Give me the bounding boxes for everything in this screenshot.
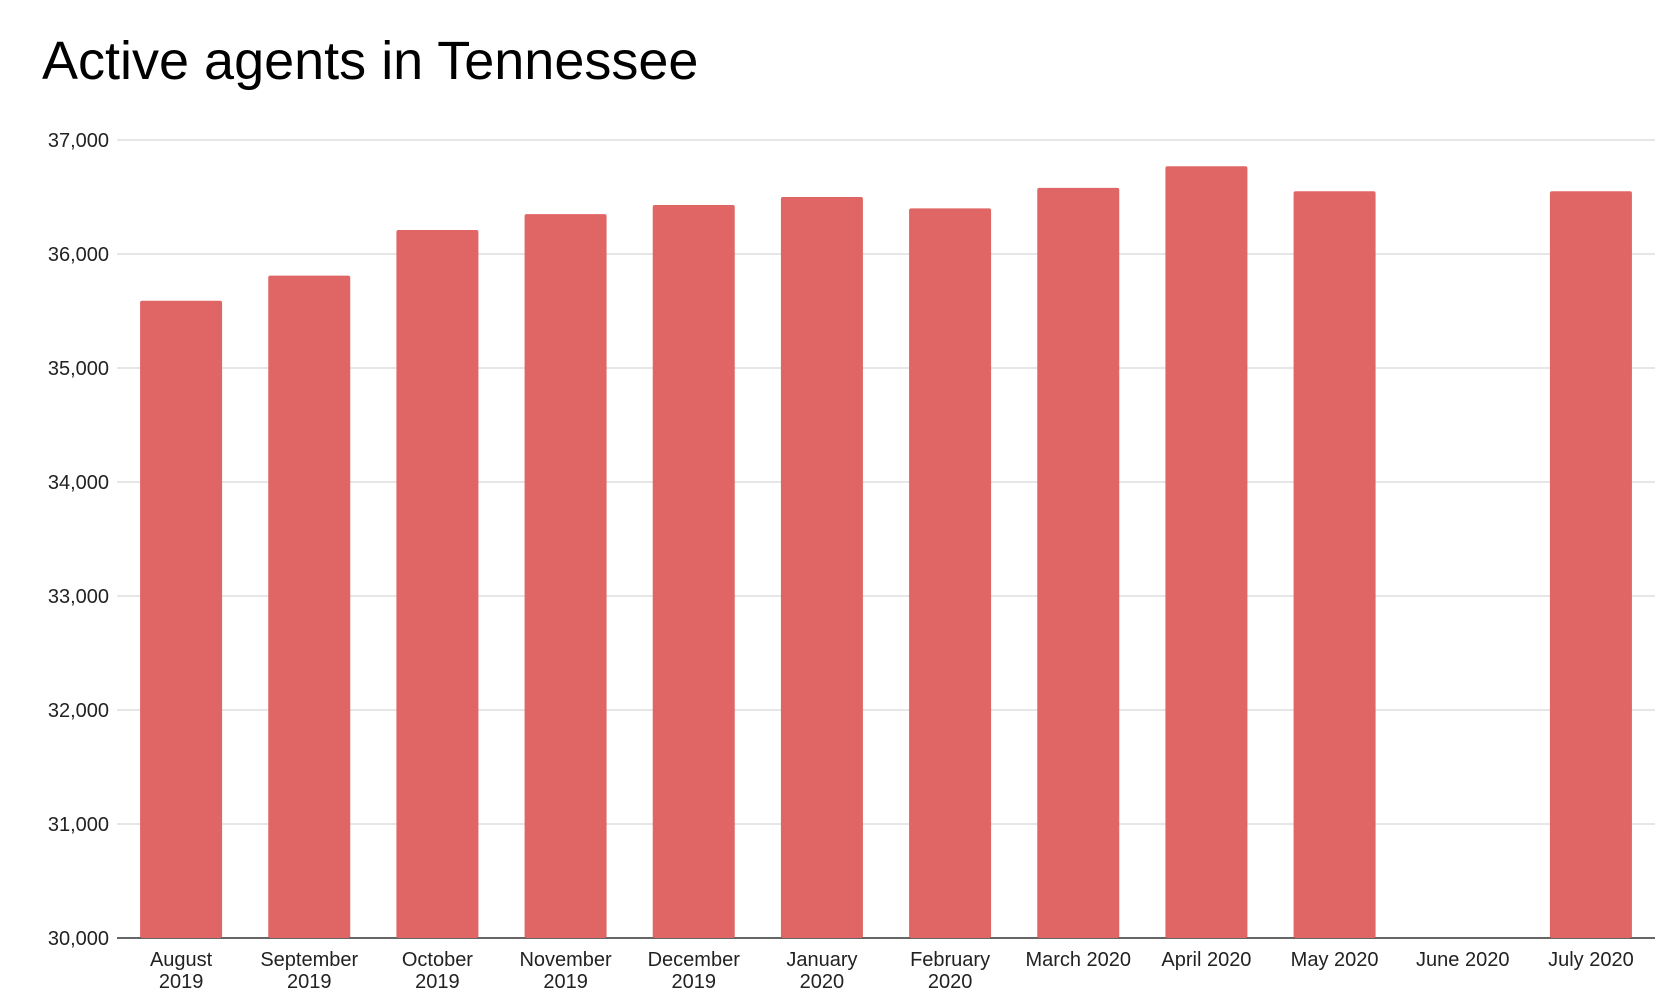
x-category-label: June 2020 [1416,949,1509,971]
x-category-label: October 2019 [402,949,473,993]
y-axis-tick-labels: 30,000 31,000 32,000 33,000 34,000 35,000 36,0… [48,130,109,950]
y-tick-label: 31,000 [48,814,109,836]
bar [524,214,607,939]
x-category-label: April 2020 [1161,949,1251,971]
y-tick-label: 35,000 [48,358,109,380]
chart-title: Active agents in Tennessee [42,31,699,91]
bar [140,300,223,938]
y-tick-label: 33,000 [48,586,109,608]
x-category-label: November 2019 [519,949,612,993]
bar [396,230,479,938]
gridlines [117,139,1655,939]
bar [652,204,735,939]
bar [268,275,351,938]
bars [140,166,1632,939]
y-tick-label: 34,000 [48,472,109,494]
bar [1037,187,1120,938]
x-category-label: August 2019 [150,949,213,993]
x-axis-category-labels: August 2019 September 2019 October 2019 Novemb… [150,949,1634,993]
bar [1165,166,1248,939]
x-category-label: January 2020 [786,949,857,993]
bar [1549,191,1632,939]
y-tick-label: 36,000 [48,244,109,266]
y-tick-label: 32,000 [48,700,109,722]
x-category-label: December 2019 [648,949,741,993]
x-category-label: September 2019 [260,949,358,993]
y-tick-label: 37,000 [48,130,109,152]
x-category-label: February 2020 [910,949,990,993]
bar [909,208,992,938]
y-tick-label: 30,000 [48,928,109,950]
bar [1293,191,1376,939]
x-category-label: May 2020 [1291,949,1379,971]
x-category-label: March 2020 [1025,949,1131,971]
bar [780,197,863,938]
x-category-label: July 2020 [1548,949,1634,971]
